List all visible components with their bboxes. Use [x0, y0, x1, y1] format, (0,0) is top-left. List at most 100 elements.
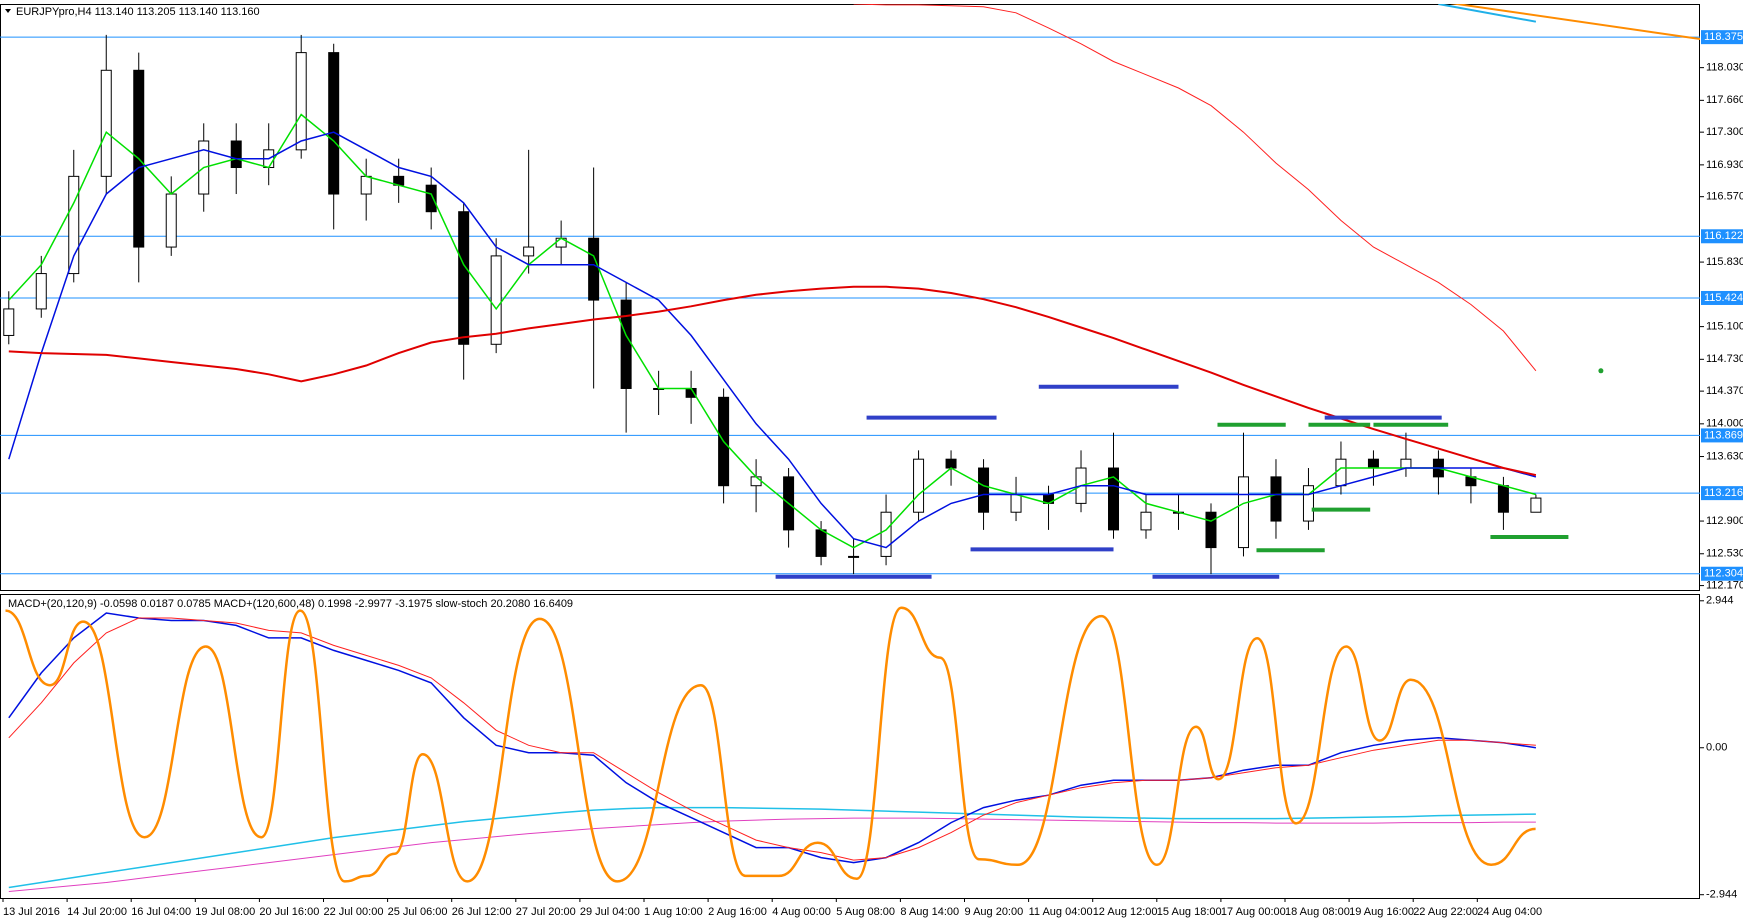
- x-tick-label: 22 Aug 22:00: [1413, 906, 1478, 918]
- candle-body: [1497, 485, 1509, 513]
- indicator-panel-frame: [0, 594, 1700, 899]
- level-label: 118.375: [1704, 31, 1743, 43]
- candle-body: [1335, 458, 1347, 487]
- x-tick-label: 4 Aug 00:00: [772, 906, 831, 918]
- x-tick-label: 27 Jul 20:00: [516, 906, 576, 918]
- candle-body: [100, 69, 112, 177]
- price-panel-title: EURJPYpro,H4 113.140 113.205 113.140 113…: [16, 6, 260, 18]
- level-label-box: [1701, 290, 1743, 305]
- moving-average: [853, 4, 1537, 372]
- symbol-menu-icon[interactable]: [5, 9, 11, 13]
- price-plot: [0, 4, 1700, 579]
- macd-line: [8, 817, 1536, 892]
- y-tick-label: 2.944: [1706, 595, 1734, 607]
- candle-body: [1270, 476, 1282, 522]
- x-tick-label: 12 Aug 12:00: [1093, 906, 1158, 918]
- x-tick-label: 19 Aug 16:00: [1349, 906, 1414, 918]
- candle-body: [1302, 485, 1314, 522]
- indicator-panel-title: MACD+(20,120,9) -0.0598 0.0187 0.0785 MA…: [8, 598, 573, 610]
- x-tick-label: 26 Jul 12:00: [452, 906, 512, 918]
- macd-line: [8, 617, 1536, 861]
- candle-body: [425, 184, 437, 213]
- candle-body: [1108, 467, 1120, 531]
- candle-body: [1010, 494, 1022, 513]
- candle-body: [1205, 511, 1217, 549]
- x-tick-label: 1 Aug 10:00: [644, 906, 703, 918]
- candle-body: [978, 467, 990, 513]
- candle-body: [1400, 458, 1412, 469]
- x-tick-label: 18 Aug 08:00: [1285, 906, 1350, 918]
- x-tick-label: 16 Jul 04:00: [131, 906, 191, 918]
- y-tick-label: 113.630: [1706, 450, 1743, 462]
- x-tick-label: 25 Jul 06:00: [388, 906, 448, 918]
- candle-body: [945, 458, 957, 469]
- candle-body: [1367, 458, 1379, 469]
- candle-body: [848, 555, 860, 558]
- candle-body: [458, 211, 470, 345]
- level-label: 112.304: [1704, 568, 1743, 580]
- level-label-box: [1701, 566, 1743, 581]
- y-tick-label: 118.030: [1706, 62, 1743, 74]
- y-tick-label: 117.660: [1706, 94, 1743, 106]
- level-label-box: [1701, 30, 1743, 45]
- y-tick-label: 112.170: [1706, 579, 1743, 591]
- y-tick-label: 116.930: [1706, 159, 1743, 171]
- candle-body: [1140, 511, 1152, 531]
- macd-line: [8, 806, 1536, 889]
- trendline: [1438, 4, 1537, 23]
- candle-body: [295, 52, 307, 151]
- y-tick-label: 117.300: [1706, 126, 1743, 138]
- indicator-plot: [5, 606, 1537, 892]
- y-tick-label: 114.370: [1706, 385, 1743, 397]
- y-tick-label: 112.900: [1706, 515, 1743, 527]
- level-label-box: [1701, 486, 1743, 501]
- y-tick-label: 114.730: [1706, 353, 1743, 365]
- candle-body: [165, 193, 177, 248]
- candle-body: [35, 273, 47, 310]
- level-label: 115.424: [1704, 292, 1743, 304]
- x-tick-label: 5 Aug 08:00: [836, 906, 895, 918]
- x-tick-label: 2 Aug 16:00: [708, 906, 767, 918]
- candle-body: [750, 476, 762, 487]
- candle-body: [815, 529, 827, 557]
- level-label: 116.122: [1704, 230, 1743, 242]
- axes: 118.030 117.660 117.300 116.930 116.570 115.8…: [2, 30, 1743, 918]
- candle-body: [360, 175, 372, 195]
- moving-average: [8, 131, 1537, 549]
- moving-average: [8, 285, 1537, 477]
- candle-body: [620, 299, 632, 389]
- x-tick-label: 20 Jul 16:00: [259, 906, 319, 918]
- x-tick-label: 29 Jul 04:00: [580, 906, 640, 918]
- x-tick-label: 8 Aug 14:00: [900, 906, 959, 918]
- y-tick-label: 0.00: [1706, 742, 1727, 754]
- x-tick-label: 14 Jul 20:00: [67, 906, 127, 918]
- candle-body: [328, 52, 340, 195]
- candle-body: [68, 175, 80, 275]
- candle-body: [490, 255, 502, 345]
- y-tick-label: 114.000: [1706, 418, 1743, 430]
- candle-body: [588, 237, 600, 301]
- y-tick-label: 115.830: [1706, 256, 1743, 268]
- level-label-box: [1701, 428, 1743, 443]
- moving-average: [8, 113, 1537, 549]
- y-tick-label: 115.100: [1706, 321, 1743, 333]
- macd-line: [8, 612, 1537, 864]
- candle-body: [913, 458, 925, 513]
- marker-dot: [1598, 368, 1604, 374]
- y-tick-label: -2.944: [1706, 889, 1737, 901]
- x-tick-label: 13 Jul 2016: [3, 906, 60, 918]
- x-tick-label: 22 Jul 00:00: [324, 906, 384, 918]
- candle-body: [880, 511, 892, 557]
- level-label: 113.869: [1704, 429, 1743, 441]
- x-tick-label: 24 Aug 04:00: [1477, 906, 1542, 918]
- x-tick-label: 11 Aug 04:00: [1029, 906, 1093, 918]
- candle-body: [1237, 476, 1249, 549]
- stochastic-line: [5, 606, 1536, 883]
- trendline: [1450, 4, 1700, 41]
- x-tick-label: 9 Aug 20:00: [965, 906, 1024, 918]
- x-tick-label: 17 Aug 00:00: [1221, 906, 1286, 918]
- level-label: 113.216: [1704, 487, 1743, 499]
- candle-body: [3, 308, 15, 336]
- candle-body: [230, 140, 242, 169]
